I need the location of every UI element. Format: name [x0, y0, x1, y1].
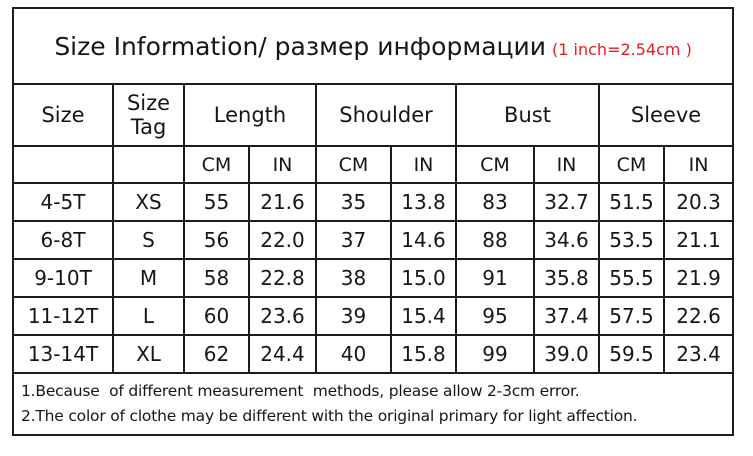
size-tag-cell: XL [112, 334, 185, 374]
size-cell: 13-14T [12, 334, 114, 374]
notes-row: 1.Because of different measurement metho… [11, 372, 735, 436]
length-in-cell: 24.4 [248, 334, 317, 374]
empty-cell [12, 145, 114, 184]
length-cm-cell: 60 [183, 296, 250, 336]
bust-cm-cell: 91 [455, 258, 535, 298]
sleeve-cm-cell: 53.5 [598, 220, 665, 260]
bust-cm-cell: 88 [455, 220, 535, 260]
shoulder-cm-cell: 39 [315, 296, 392, 336]
note-measurement-error: 1.Because of different measurement metho… [21, 382, 580, 400]
col-header-shoulder: Shoulder [315, 83, 457, 147]
length-in-cell: 22.0 [248, 220, 317, 260]
unit-row: CM IN CM IN CM IN CM IN [12, 145, 735, 184]
inch-conversion-note: (1 inch=2.54cm ) [552, 39, 692, 59]
table-row: 13-14T XL 62 24.4 40 15.8 99 39.0 59.5 2… [12, 334, 735, 374]
size-cell: 11-12T [12, 296, 114, 336]
table-row: 4-5T XS 55 21.6 35 13.8 83 32.7 51.5 20.… [12, 182, 735, 222]
title-text: Size Information/ размер информации [54, 31, 547, 61]
sleeve-in-cell: 22.6 [662, 296, 735, 336]
sleeve-in-cell: 23.4 [662, 334, 735, 374]
col-header-size-tag: Size Tag [112, 83, 185, 147]
shoulder-in-cell: 13.8 [390, 182, 457, 222]
shoulder-in-unit: IN [390, 145, 457, 184]
bust-in-cell: 37.4 [533, 296, 600, 336]
col-header-length: Length [183, 83, 317, 147]
col-header-sleeve: Sleeve [597, 83, 735, 147]
footnotes: 1.Because of different measurement metho… [11, 372, 735, 436]
bust-in-cell: 39.0 [533, 334, 600, 374]
table-row: 6-8T S 56 22.0 37 14.6 88 34.6 53.5 21.1 [12, 220, 735, 260]
length-cm-cell: 55 [183, 182, 250, 222]
sleeve-cm-cell: 57.5 [598, 296, 665, 336]
bust-cm-cell: 83 [455, 182, 535, 222]
bust-in-cell: 34.6 [533, 220, 600, 260]
length-in-cell: 23.6 [248, 296, 317, 336]
shoulder-cm-cell: 38 [315, 258, 392, 298]
sleeve-in-cell: 21.9 [662, 258, 735, 298]
col-header-bust: Bust [455, 83, 600, 147]
table-row: 11-12T L 60 23.6 39 15.4 95 37.4 57.5 22… [12, 296, 735, 336]
size-cell: 6-8T [12, 220, 114, 260]
bust-in-cell: 35.8 [533, 258, 600, 298]
size-tag-cell: L [112, 296, 185, 336]
shoulder-cm-cell: 37 [315, 220, 392, 260]
size-tag-cell: S [112, 220, 185, 260]
sleeve-in-cell: 20.3 [662, 182, 735, 222]
shoulder-in-cell: 15.8 [390, 334, 457, 374]
table-row: 9-10T M 58 22.8 38 15.0 91 35.8 55.5 21.… [12, 258, 735, 298]
length-in-cell: 22.8 [248, 258, 317, 298]
bust-cm-cell: 95 [455, 296, 535, 336]
length-cm-cell: 58 [183, 258, 250, 298]
sleeve-in-unit: IN [662, 145, 735, 184]
empty-cell [112, 145, 185, 184]
shoulder-in-cell: 14.6 [390, 220, 457, 260]
size-cell: 9-10T [12, 258, 114, 298]
size-tag-cell: M [112, 258, 185, 298]
header-row: Size Size Tag Length Shoulder Bust Sleev… [12, 83, 735, 147]
title-row: Size Information/ размер информации (1 in… [11, 7, 735, 85]
sleeve-cm-cell: 55.5 [598, 258, 665, 298]
shoulder-in-cell: 15.4 [390, 296, 457, 336]
col-header-size: Size [12, 83, 114, 147]
length-cm-unit: CM [183, 145, 250, 184]
sleeve-cm-cell: 51.5 [598, 182, 665, 222]
length-cm-cell: 56 [183, 220, 250, 260]
shoulder-in-cell: 15.0 [390, 258, 457, 298]
bust-cm-cell: 99 [455, 334, 535, 374]
bust-cm-unit: CM [455, 145, 535, 184]
size-cell: 4-5T [12, 182, 114, 222]
bust-in-cell: 32.7 [533, 182, 600, 222]
sleeve-cm-cell: 59.5 [598, 334, 665, 374]
length-in-unit: IN [248, 145, 317, 184]
note-color-difference: 2.The color of clothe may be different w… [21, 406, 638, 425]
shoulder-cm-unit: CM [315, 145, 392, 184]
sleeve-in-cell: 21.1 [662, 220, 735, 260]
sleeve-cm-unit: CM [598, 145, 665, 184]
shoulder-cm-cell: 40 [315, 334, 392, 374]
bust-in-unit: IN [533, 145, 600, 184]
shoulder-cm-cell: 35 [315, 182, 392, 222]
size-tag-cell: XS [112, 182, 185, 222]
length-cm-cell: 62 [183, 334, 250, 374]
length-in-cell: 21.6 [248, 182, 317, 222]
page-title: Size Information/ размер информации (1 in… [11, 7, 735, 85]
size-table: Size Information/ размер информации (1 in… [11, 7, 735, 436]
